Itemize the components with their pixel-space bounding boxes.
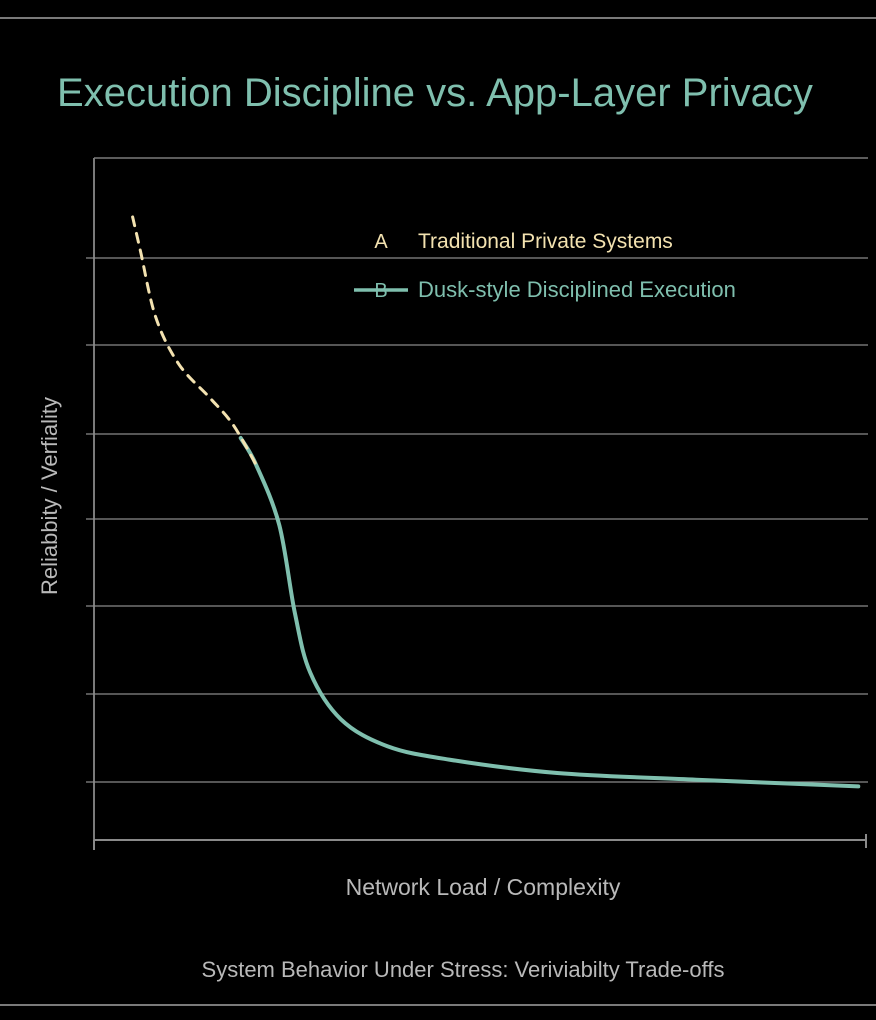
legend-label-b: Dusk-style Disciplined Execution xyxy=(418,277,736,302)
gridlines xyxy=(86,257,868,783)
chart-title: Execution Discipline vs. App-Layer Priva… xyxy=(57,71,813,115)
legend-entry-a: A Traditional Private Systems xyxy=(374,230,672,253)
legend-marker-b: B xyxy=(374,280,387,302)
legend-entry-b: B Dusk-style Disciplined Execution xyxy=(354,277,736,302)
x-axis-label: Network Load / Complexity xyxy=(346,874,621,900)
legend-label-a: Traditional Private Systems xyxy=(418,230,673,253)
series-lines xyxy=(131,215,861,789)
legend-marker-a: A xyxy=(374,231,388,253)
series-line-b xyxy=(238,436,861,789)
plot-area xyxy=(86,157,868,850)
chart-subtitle: System Behavior Under Stress: Veriviabil… xyxy=(202,957,725,982)
series-line-a xyxy=(131,215,258,467)
legend: A Traditional Private Systems B Dusk-sty… xyxy=(354,230,736,302)
y-axis-label: Reliabbity / Verfiality xyxy=(37,397,62,595)
